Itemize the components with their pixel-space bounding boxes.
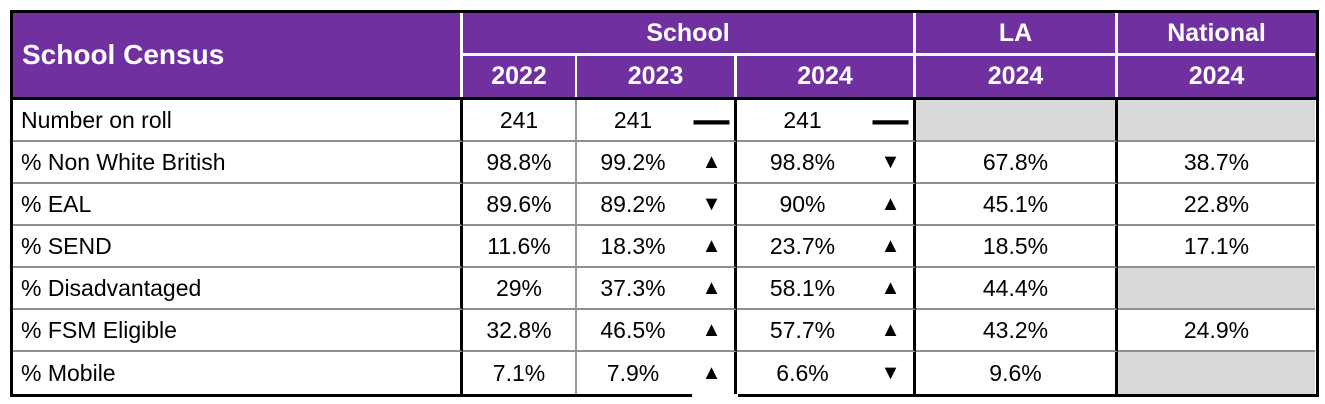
cell-national-2024: 17.1% <box>1118 226 1315 268</box>
cell-la-2024: 18.5% <box>916 226 1118 268</box>
cell-value: 57.7% <box>769 316 836 343</box>
header-year-school-2024: 2024 <box>737 56 916 97</box>
cell-national-2024: 22.8% <box>1118 184 1315 226</box>
cell-school-2022: 241 <box>463 100 577 142</box>
cell-school-2023: 7.9% ▲ <box>577 352 737 394</box>
row-label: Number on roll <box>13 100 463 142</box>
school-census-table: School Census School LA National 2022 20… <box>10 10 1319 397</box>
cell-value: 37.3% <box>600 274 666 301</box>
cell-national-2024-empty <box>1118 100 1315 142</box>
cell-school-2024: 23.7% ▲ <box>737 226 916 268</box>
row-label: % SEND <box>13 226 463 268</box>
trend-up-icon: ▲ <box>880 318 901 341</box>
trend-up-icon: ▲ <box>880 192 901 215</box>
cell-national-2024: 38.7% <box>1118 142 1315 184</box>
cell-school-2022: 98.8% <box>463 142 577 184</box>
row-label: % EAL <box>13 184 463 226</box>
cell-school-2024: 57.7% ▲ <box>737 310 916 352</box>
trend-down-icon: ▼ <box>880 361 901 384</box>
trend-up-icon: ▲ <box>701 150 722 173</box>
cell-school-2023: 18.3% ▲ <box>577 226 737 268</box>
cell-value: 7.1% <box>492 359 546 386</box>
cell-value: 90% <box>779 190 826 217</box>
cell-la-2024: 45.1% <box>916 184 1118 226</box>
cell-school-2023: 99.2% ▲ <box>577 142 737 184</box>
cell-value: 241 <box>499 106 539 133</box>
cell-la-2024: 44.4% <box>916 268 1118 310</box>
cell-value: 46.5% <box>600 316 666 343</box>
cell-school-2023: 241 ▬ <box>577 100 737 142</box>
header-year-national-2024: 2024 <box>1118 56 1315 97</box>
cell-school-2023: 46.5% ▲ <box>577 310 737 352</box>
cell-school-2023: 37.3% ▲ <box>577 268 737 310</box>
table-body: Number on roll 241 241 ▬ 241 ▬ % Non White… <box>13 100 1316 394</box>
trend-up-icon: ▲ <box>701 276 722 299</box>
header-year-school-2022: 2022 <box>463 56 577 97</box>
trend-down-icon: ▼ <box>701 192 722 215</box>
cell-school-2024: 6.6% ▼ <box>737 352 916 394</box>
bottom-border-gap <box>692 394 738 397</box>
row-label: % Disadvantaged <box>13 268 463 310</box>
trend-same-icon: ▬ <box>872 111 909 128</box>
cell-value: 98.8% <box>486 148 552 175</box>
trend-up-icon: ▲ <box>701 234 722 257</box>
table-title: School Census <box>13 13 463 97</box>
cell-value: 241 <box>783 106 822 133</box>
cell-value: 29% <box>495 274 543 301</box>
cell-value: 241 <box>613 106 653 133</box>
cell-value: 89.2% <box>600 190 666 217</box>
cell-value: 58.1% <box>769 274 836 301</box>
cell-school-2023: 89.2% ▼ <box>577 184 737 226</box>
cell-value: 99.2% <box>600 148 666 175</box>
cell-la-2024: 67.8% <box>916 142 1118 184</box>
trend-up-icon: ▲ <box>880 276 901 299</box>
cell-national-2024: 24.9% <box>1118 310 1315 352</box>
cell-school-2024: 241 ▬ <box>737 100 916 142</box>
header-group-national: National <box>1118 13 1315 56</box>
cell-la-2024: 9.6% <box>916 352 1118 394</box>
cell-value: 7.9% <box>606 359 660 386</box>
cell-value: 32.8% <box>486 316 552 343</box>
header-group-school: School <box>463 13 916 56</box>
cell-national-2024-empty <box>1118 268 1315 310</box>
cell-value: 98.8% <box>769 148 836 175</box>
cell-school-2024: 98.8% ▼ <box>737 142 916 184</box>
header-year-school-2023: 2023 <box>577 56 737 97</box>
trend-down-icon: ▼ <box>880 150 901 173</box>
cell-value: 11.6% <box>487 232 551 259</box>
header-year-la-2024: 2024 <box>916 56 1118 97</box>
cell-school-2024: 58.1% ▲ <box>737 268 916 310</box>
trend-same-icon: ▬ <box>693 111 730 128</box>
cell-la-2024: 43.2% <box>916 310 1118 352</box>
cell-school-2022: 7.1% <box>463 352 577 394</box>
header-group-la: LA <box>916 13 1118 56</box>
row-label: % Mobile <box>13 352 463 394</box>
cell-school-2022: 32.8% <box>463 310 577 352</box>
cell-value: 23.7% <box>769 232 836 259</box>
trend-up-icon: ▲ <box>701 361 722 384</box>
cell-value: 18.3% <box>600 232 666 259</box>
cell-school-2022: 29% <box>463 268 577 310</box>
cell-la-2024-empty <box>916 100 1118 142</box>
trend-up-icon: ▲ <box>701 318 722 341</box>
cell-school-2024: 90% ▲ <box>737 184 916 226</box>
table-header: School Census School LA National 2022 20… <box>13 13 1316 100</box>
trend-up-icon: ▲ <box>880 234 901 257</box>
row-label: % Non White British <box>13 142 463 184</box>
cell-value: 89.6% <box>486 190 552 217</box>
cell-national-2024-empty <box>1118 352 1315 394</box>
cell-value: 6.6% <box>776 359 829 386</box>
cell-school-2022: 11.6% <box>463 226 577 268</box>
cell-school-2022: 89.6% <box>463 184 577 226</box>
row-label: % FSM Eligible <box>13 310 463 352</box>
